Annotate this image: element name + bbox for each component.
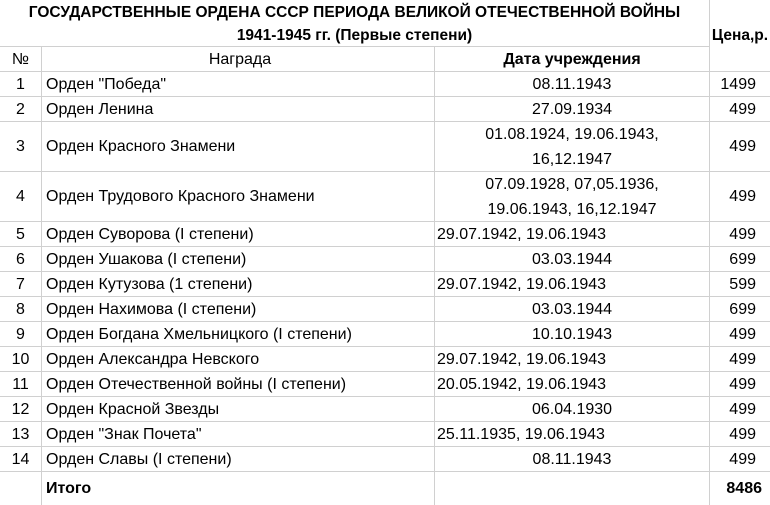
row-award: Орден Ленина [42,97,435,121]
date-line: 29.07.1942, 19.06.1943 [437,225,607,243]
table-row: 4 Орден Трудового Красного Знамени 07.09.1… [0,172,770,222]
row-award: Орден Кутузова (1 степени) [42,272,435,296]
table-row: 6 Орден Ушакова (I степени) 03.03.1944 699 [0,247,770,272]
row-date: 03.03.1944 [435,247,710,271]
row-date: 29.07.1942, 19.06.1943 [435,272,710,296]
row-price: 599 [729,275,756,293]
row-num: 13 [0,422,42,446]
row-award: Орден Нахимова (I степени) [42,297,435,321]
row-award: Орден "Победа" [42,72,435,96]
table-row: 8 Орден Нахимова (I степени) 03.03.1944 699 [0,297,770,322]
table-row: 3 Орден Красного Знамени 01.08.1924, 19.06… [0,122,770,172]
row-price: 499 [729,225,756,243]
row-date: 06.04.1930 [435,397,710,421]
row-num: 6 [0,247,42,271]
row-award: Орден Суворова (I степени) [42,222,435,246]
row-date: 08.11.1943 [435,72,710,96]
total-label: Итого [42,472,435,505]
table-row: 9 Орден Богдана Хмельницкого (I степени) 1… [0,322,770,347]
total-num-cell [0,472,42,505]
row-price: 499 [729,138,756,155]
row-date: 25.11.1935, 19.06.1943 [435,422,710,446]
row-award: Орден Славы (I степени) [42,447,435,471]
row-num: 7 [0,272,42,296]
row-price: 699 [729,300,756,318]
header-award: Награда [42,47,435,71]
row-price: 499 [729,325,756,343]
total-date-cell [435,472,710,505]
header-num: № [0,47,42,71]
date-line: 06.04.1930 [531,400,613,418]
table-row: 11 Орден Отечественной войны (I степени) 2… [0,372,770,397]
row-price: 1499 [720,75,756,93]
title-line-2: 1941-1945 гг. (Первые степени) [236,27,473,44]
row-num: 8 [0,297,42,321]
row-date: 20.05.1942, 19.06.1943 [435,372,710,396]
row-date: 29.07.1942, 19.06.1943 [435,222,710,246]
date-line: 19.06.1943, 16,12.1947 [487,200,657,218]
date-line: 16,12.1947 [531,150,613,168]
total-value: 8486 [726,480,762,497]
row-price: 499 [729,375,756,393]
row-price: 499 [729,350,756,368]
row-num: 11 [0,372,42,396]
row-award: Орден Богдана Хмельницкого (I степени) [42,322,435,346]
row-num: 3 [0,122,42,171]
row-award: Орден Красного Знамени [42,122,435,171]
date-line: 07.09.1928, 07,05.1936, [485,175,659,193]
date-line: 03.03.1944 [531,300,613,318]
row-date: 29.07.1942, 19.06.1943 [435,347,710,371]
row-date: 10.10.1943 [435,322,710,346]
header-date: Дата учреждения [435,47,710,71]
row-date: 08.11.1943 [435,447,710,471]
row-award: Орден Александра Невского [42,347,435,371]
date-line: 27.09.1934 [531,100,613,118]
row-price: 499 [729,188,756,205]
header-row: № Награда Дата учреждения [0,47,770,72]
date-line: 20.05.1942, 19.06.1943 [437,375,607,393]
row-date: 27.09.1934 [435,97,710,121]
row-award: Орден Трудового Красного Знамени [42,172,435,221]
row-price: 499 [729,425,756,443]
row-award: Орден "Знак Почета" [42,422,435,446]
row-award: Орден Ушакова (I степени) [42,247,435,271]
date-line: 10.10.1943 [531,325,613,343]
table-row: 13 Орден "Знак Почета" 25.11.1935, 19.06.1… [0,422,770,447]
table-row: 10 Орден Александра Невского 29.07.1942, 1… [0,347,770,372]
date-line: 03.03.1944 [531,250,613,268]
row-num: 1 [0,72,42,96]
row-num: 2 [0,97,42,121]
row-num: 10 [0,347,42,371]
row-date: 01.08.1924, 19.06.1943, 16,12.1947 [435,122,710,171]
date-line: 25.11.1935, 19.06.1943 [437,425,605,443]
row-num: 9 [0,322,42,346]
row-date: 07.09.1928, 07,05.1936, 19.06.1943, 16,12… [435,172,710,221]
date-line: 08.11.1943 [532,75,612,93]
table-row: 12 Орден Красной Звезды 06.04.1930 499 [0,397,770,422]
row-price: 499 [729,100,756,118]
row-num: 4 [0,172,42,221]
row-date: 03.03.1944 [435,297,710,321]
row-award: Орден Красной Звезды [42,397,435,421]
table-row: 7 Орден Кутузова (1 степени) 29.07.1942, 1… [0,272,770,297]
row-award: Орден Отечественной войны (I степени) [42,372,435,396]
date-line: 01.08.1924, 19.06.1943, [485,125,659,143]
table-row: 14 Орден Славы (I степени) 08.11.1943 499 [0,447,770,472]
total-row: Итого 8486 [0,472,770,505]
row-num: 5 [0,222,42,246]
row-price: 699 [729,250,756,268]
table-row: 1 Орден "Победа" 08.11.1943 1499 [0,72,770,97]
row-price: 499 [729,450,756,468]
title-line-1: ГОСУДАРСТВЕННЫЕ ОРДЕНА СССР ПЕРИОДА ВЕЛИ… [28,4,681,21]
date-line: 29.07.1942, 19.06.1943 [437,275,607,293]
table-row: 5 Орден Суворова (I степени) 29.07.1942, 1… [0,222,770,247]
table-row: 2 Орден Ленина 27.09.1934 499 [0,97,770,122]
date-line: 29.07.1942, 19.06.1943 [437,350,607,368]
row-price: 499 [729,400,756,418]
row-num: 14 [0,447,42,471]
table-title: ГОСУДАРСТВЕННЫЕ ОРДЕНА СССР ПЕРИОДА ВЕЛИ… [0,0,710,47]
date-line: 08.11.1943 [532,450,612,468]
row-num: 12 [0,397,42,421]
